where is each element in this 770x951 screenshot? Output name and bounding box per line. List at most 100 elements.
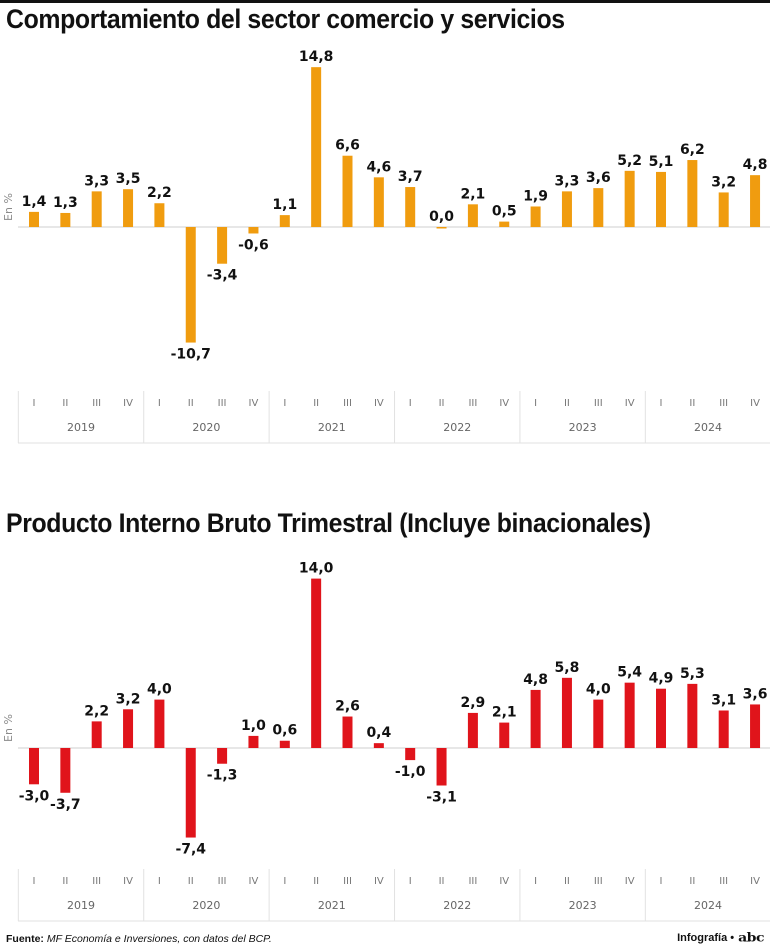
quarter-tick-label: IV [750, 398, 760, 409]
bar [750, 175, 761, 227]
bar [656, 688, 666, 748]
bar [123, 709, 134, 748]
bar [60, 212, 71, 227]
quarter-tick-label: III [719, 398, 728, 409]
quarter-tick-label: I [33, 398, 36, 409]
bar [750, 704, 761, 748]
quarter-tick-label: III [594, 398, 603, 409]
data-label: 3,3 [555, 173, 580, 189]
data-label: -7,4 [175, 842, 206, 858]
data-label: 14,8 [299, 49, 334, 65]
quarter-tick-label: I [158, 398, 161, 409]
quarter-tick-label: IV [249, 398, 259, 409]
quarter-tick-label: I [534, 876, 537, 887]
quarter-tick-label: I [409, 398, 412, 409]
bar [687, 160, 698, 227]
quarter-tick-label: II [62, 876, 68, 887]
data-label: 3,2 [116, 691, 141, 707]
data-label: 4,8 [743, 157, 768, 173]
year-label: 2021 [318, 421, 346, 434]
data-label: 1,3 [53, 195, 78, 211]
year-label: 2019 [67, 899, 95, 912]
year-label: 2020 [192, 421, 220, 434]
credit: Infografía • abc [677, 930, 764, 946]
quarter-tick-label: III [719, 876, 728, 887]
data-label: 2,1 [492, 705, 517, 721]
quarter-tick-label: I [534, 398, 537, 409]
bar [29, 748, 39, 785]
data-label: 5,8 [555, 660, 580, 676]
bar [687, 683, 698, 748]
bar [561, 677, 572, 748]
bar [154, 699, 165, 748]
y-axis-label: En % [2, 193, 15, 221]
data-label: 0,6 [272, 723, 297, 739]
data-label: 0,0 [429, 209, 454, 225]
data-label: -3,1 [426, 790, 457, 806]
bar [530, 206, 541, 227]
source-label: Fuente: [6, 933, 44, 945]
data-label: -0,6 [238, 237, 269, 253]
year-label: 2022 [443, 421, 471, 434]
data-label: 3,7 [398, 169, 423, 185]
year-label: 2019 [67, 421, 95, 434]
quarter-tick-label: IV [123, 876, 133, 887]
data-label: 1,0 [241, 718, 266, 734]
bar [499, 722, 510, 748]
bar [405, 187, 416, 227]
data-label: -1,0 [395, 764, 426, 780]
data-label: 1,4 [22, 194, 47, 210]
quarter-tick-label: IV [750, 876, 760, 887]
year-label: 2020 [192, 899, 220, 912]
bar [185, 748, 196, 838]
data-label: 3,1 [711, 692, 736, 708]
quarter-tick-label: IV [499, 876, 509, 887]
bar [123, 189, 134, 227]
quarter-tick-label: II [564, 876, 570, 887]
quarter-tick-label: II [188, 876, 194, 887]
source-text: MF Economía e Inversiones, con datos del… [46, 933, 272, 945]
bar [373, 177, 384, 227]
data-label: 4,0 [147, 682, 172, 698]
quarter-tick-label: I [33, 876, 36, 887]
quarter-tick-label: II [62, 398, 68, 409]
year-label: 2023 [569, 421, 597, 434]
data-label: 2,6 [335, 699, 360, 715]
data-label: 5,2 [617, 153, 642, 169]
quarter-tick-label: IV [625, 398, 635, 409]
bar [217, 748, 228, 764]
quarter-tick-label: IV [249, 876, 259, 887]
data-label: -1,3 [207, 768, 238, 784]
bar [405, 748, 416, 761]
data-label: 5,1 [649, 154, 674, 170]
data-label: -10,7 [171, 347, 211, 363]
quarter-tick-label: IV [374, 398, 384, 409]
abc-logo: abc [738, 931, 764, 945]
quarter-tick-label: II [439, 876, 445, 887]
quarter-tick-label: II [689, 876, 695, 887]
year-label: 2024 [694, 421, 722, 434]
quarter-tick-label: III [218, 876, 227, 887]
quarter-tick-label: I [660, 398, 663, 409]
data-label: 2,2 [84, 703, 109, 719]
bar [656, 171, 666, 227]
quarter-tick-label: II [188, 398, 194, 409]
data-label: 0,5 [492, 204, 517, 220]
data-label: 6,2 [680, 142, 705, 158]
quarter-tick-label: II [564, 398, 570, 409]
data-label: 5,4 [617, 665, 642, 681]
data-label: 2,1 [460, 186, 485, 202]
bar [279, 740, 290, 748]
quarter-tick-label: III [92, 876, 101, 887]
chart-title-commerce: Comportamiento del sector comercio y ser… [6, 4, 565, 34]
data-label: 3,2 [711, 174, 736, 190]
bar [311, 578, 322, 748]
quarter-tick-label: III [594, 876, 603, 887]
data-label: -3,7 [50, 797, 81, 813]
year-label: 2023 [569, 899, 597, 912]
bar [217, 227, 228, 264]
bar [248, 735, 259, 748]
bar [311, 67, 322, 227]
data-label: 3,6 [743, 686, 768, 702]
bar [436, 227, 447, 229]
